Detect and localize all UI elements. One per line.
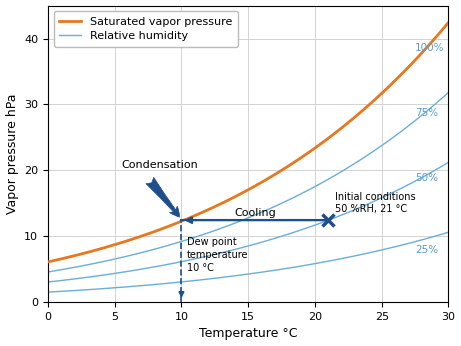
Relative humidity (408, 241, 414, 245)
Text: 50%: 50% (415, 173, 438, 183)
Saturated vapor pressure (383, 88, 388, 92)
Text: 25%: 25% (415, 245, 438, 255)
Relative humidity (446, 230, 451, 234)
Text: Condensation: Condensation (121, 160, 198, 170)
Text: Dew point
temperature
10 °C: Dew point temperature 10 °C (187, 237, 248, 273)
Line: Relative humidity: Relative humidity (48, 232, 449, 292)
Relative humidity (290, 265, 296, 270)
Relative humidity (47, 290, 52, 294)
Legend: Saturated vapor pressure, Relative humidity: Saturated vapor pressure, Relative humid… (53, 11, 238, 47)
X-axis label: Temperature °C: Temperature °C (199, 327, 297, 340)
Saturated vapor pressure (408, 62, 414, 66)
Y-axis label: Vapor pressure hPa: Vapor pressure hPa (6, 94, 18, 214)
Saturated vapor pressure (282, 166, 288, 170)
Saturated vapor pressure (47, 260, 52, 264)
Text: 100%: 100% (415, 43, 444, 53)
Text: Initial conditions
50 %RH, 21 °C: Initial conditions 50 %RH, 21 °C (335, 192, 416, 214)
Saturated vapor pressure (284, 165, 289, 170)
Line: Saturated vapor pressure: Saturated vapor pressure (48, 22, 449, 262)
Saturated vapor pressure (290, 161, 296, 165)
Text: Cooling: Cooling (234, 208, 276, 218)
Saturated vapor pressure (45, 260, 51, 264)
Relative humidity (282, 266, 288, 271)
Text: 75%: 75% (415, 108, 438, 118)
Relative humidity (45, 290, 51, 294)
Relative humidity (284, 266, 289, 271)
Relative humidity (383, 247, 388, 251)
Saturated vapor pressure (446, 20, 451, 25)
